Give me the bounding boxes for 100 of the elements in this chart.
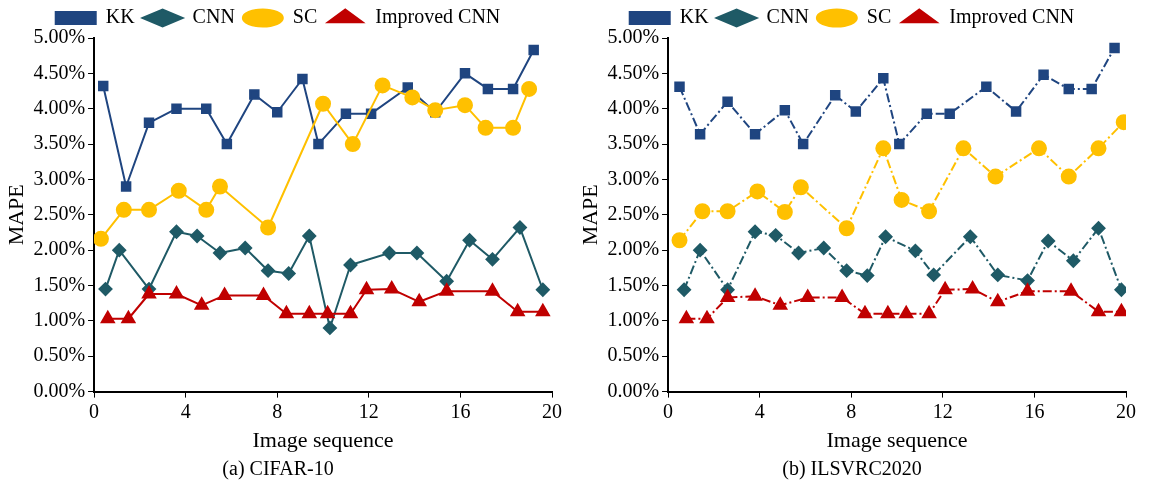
point [261,263,276,278]
point [749,183,766,200]
point [143,117,155,129]
point [510,303,525,317]
legend-label: SC [292,5,318,28]
point [893,191,910,208]
point [693,243,708,258]
point [791,245,806,260]
point [462,233,477,248]
point [800,289,815,303]
legend-label: SC [866,5,892,28]
point [98,282,113,297]
point [344,136,361,153]
point [482,83,494,95]
point [404,89,421,106]
y-tick-label: 4.50% [607,60,660,83]
point [899,305,914,319]
point [120,181,132,192]
point [505,119,522,136]
point [679,310,694,324]
point [1066,253,1081,268]
point [1041,233,1056,248]
point [880,305,895,319]
y-tick-label: 5.00% [607,25,660,48]
point [748,288,763,301]
point [485,283,500,296]
point [456,97,473,114]
point [281,266,296,281]
point [839,263,854,278]
point [749,128,761,140]
point [674,81,685,93]
point [677,282,692,297]
point [221,138,233,150]
point [981,81,992,93]
point [459,68,471,79]
point [1063,283,1079,296]
point [1038,69,1049,81]
x-tick-label: 20 [1116,399,1136,422]
point [170,182,187,199]
point [115,201,132,218]
y-tick-label: 0.00% [33,378,86,401]
point [773,297,788,310]
point [485,252,500,267]
point [722,96,733,107]
point [201,103,212,114]
point [535,303,550,317]
point [894,138,905,150]
x-tick-label: 8 [272,399,283,422]
y-tick-label: 2.00% [607,237,660,260]
point [359,281,374,295]
point [776,203,793,220]
point [792,179,809,196]
y-axis-title: MAPE [576,184,602,246]
point [302,305,317,319]
x-tick-label: 4 [180,399,191,422]
point [211,178,228,195]
point [850,106,862,117]
point [860,268,875,283]
point [987,168,1004,185]
y-tick-label: 5.00% [33,25,86,48]
text: (a) CIFAR-10 [222,457,334,481]
point [838,220,855,237]
point [1090,140,1107,157]
point [1020,283,1035,296]
y-tick-label: 3.50% [33,131,86,154]
x-tick-label: 20 [542,399,562,422]
point [94,230,109,247]
point [171,103,182,114]
y-tick-label: 0.50% [607,343,660,366]
point [829,90,841,101]
point [121,310,136,324]
point [190,229,205,244]
point [694,128,706,140]
point [297,73,308,85]
point [908,243,923,258]
x-tick-label: 16 [1024,399,1045,422]
y-tick-label: 2.00% [33,237,86,260]
point [938,281,953,295]
point [382,245,397,260]
point [260,219,277,236]
point [279,305,294,319]
point [835,289,850,303]
point [343,258,358,273]
y-tick-label: 0.50% [33,343,86,366]
point [97,80,109,92]
point [768,228,783,243]
point [878,229,893,244]
point [1091,221,1106,236]
point [1086,83,1097,95]
point [955,140,972,157]
point [320,305,335,319]
point [922,305,937,319]
point [1060,168,1077,185]
point [944,108,955,119]
point [409,245,424,260]
point [965,281,980,294]
point [238,241,253,256]
y-tick-label: 4.50% [33,60,86,83]
y-tick-label: 4.00% [33,95,86,118]
point [198,201,215,218]
